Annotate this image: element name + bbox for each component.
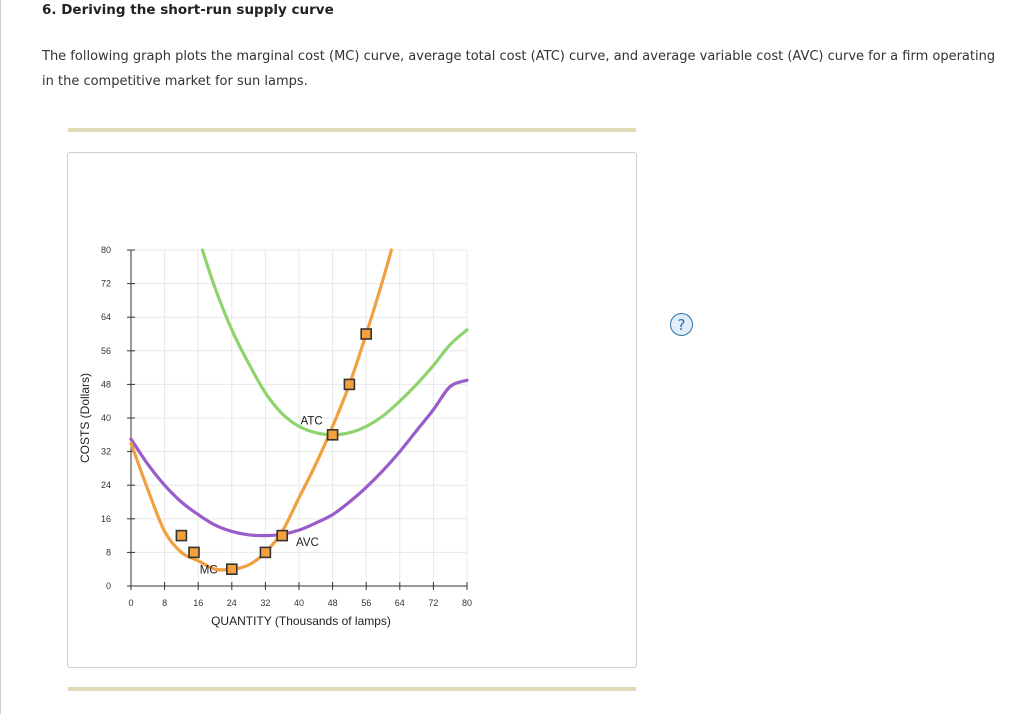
mc-curve xyxy=(129,248,393,572)
y-tick-label: 64 xyxy=(101,312,111,322)
y-tick-label: 72 xyxy=(101,279,111,289)
mc-marker xyxy=(360,328,373,340)
mc-marker xyxy=(276,529,289,542)
atc-curve xyxy=(200,248,469,437)
mc-marker xyxy=(175,529,188,542)
x-tick-label: 40 xyxy=(294,598,304,608)
x-tick-label: 0 xyxy=(128,598,133,608)
mc-marker xyxy=(326,428,339,441)
y-tick-label: 0 xyxy=(106,581,111,591)
graph-panel: ? xyxy=(67,152,693,668)
x-tick-label: 64 xyxy=(395,598,405,608)
x-tick-label: 32 xyxy=(260,598,270,608)
y-tick-label: 40 xyxy=(101,413,111,423)
top-divider xyxy=(68,128,636,132)
x-tick-label: 24 xyxy=(227,598,237,608)
mc-marker xyxy=(259,546,272,559)
avc-label: AVC xyxy=(296,537,319,549)
y-tick-label: 24 xyxy=(101,480,111,490)
mc-marker xyxy=(226,563,238,576)
y-tick-label: 8 xyxy=(106,547,111,557)
y-tick-label: 48 xyxy=(101,379,111,389)
atc-label: ATC xyxy=(301,415,323,427)
mc-label: MC xyxy=(200,564,218,576)
mc-marker xyxy=(188,546,200,559)
x-tick-label: 80 xyxy=(462,598,472,608)
x-tick-label: 56 xyxy=(361,598,371,608)
question-description: The following graph plots the marginal c… xyxy=(42,49,996,89)
x-tick-label: 8 xyxy=(162,598,167,608)
y-tick-label: 80 xyxy=(101,245,111,255)
y-tick-label: 32 xyxy=(101,447,111,457)
x-tick-label: 48 xyxy=(328,598,338,608)
mc-marker xyxy=(343,378,356,391)
question-title: 6. Deriving the short-run supply curve xyxy=(42,2,334,18)
x-tick-label: 16 xyxy=(193,598,203,608)
x-axis-title: QUANTITY (Thousands of lamps) xyxy=(211,614,391,628)
bottom-divider xyxy=(68,687,636,691)
x-tick-label: 72 xyxy=(428,598,438,608)
y-tick-label: 16 xyxy=(101,514,111,524)
y-axis-title: COSTS (Dollars) xyxy=(78,373,92,463)
left-border xyxy=(0,0,1,714)
y-tick-label: 56 xyxy=(101,346,111,356)
avc-curve xyxy=(129,378,469,538)
help-icon[interactable]: ? xyxy=(670,313,693,336)
